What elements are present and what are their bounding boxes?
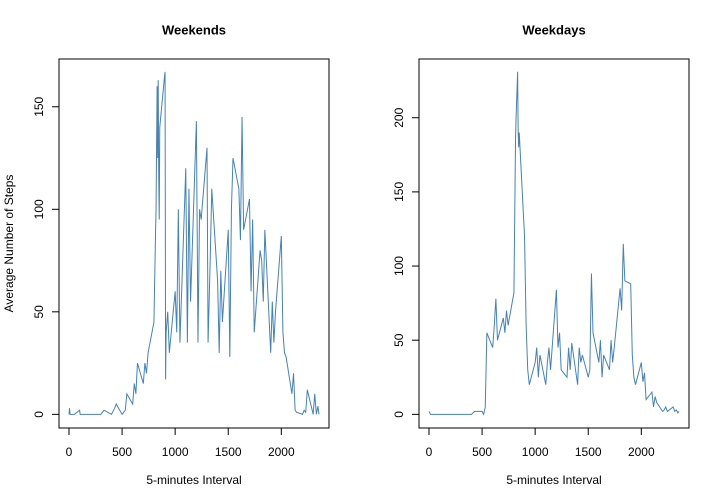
data-line <box>68 71 320 416</box>
y-tick-label: 150 <box>392 182 406 202</box>
y-axis-label: Average Number of Steps <box>2 175 16 313</box>
chart-title: Weekends <box>162 22 226 37</box>
chart-title: Weekdays <box>522 22 585 37</box>
x-tick-label: 1500 <box>215 445 242 459</box>
x-tick-label: 1000 <box>522 445 549 459</box>
x-tick-label: 1000 <box>162 445 189 459</box>
x-axis-label: 5-minutes Interval <box>146 473 241 487</box>
x-tick-label: 0 <box>426 445 433 459</box>
plot-box <box>418 58 690 429</box>
y-tick-label: 50 <box>392 333 406 347</box>
y-tick-label: 0 <box>392 411 406 418</box>
y-tick-label: 0 <box>32 411 46 418</box>
x-tick-label: 2000 <box>628 445 655 459</box>
y-tick-label: 50 <box>32 305 46 319</box>
y-tick-label: 200 <box>392 107 406 127</box>
y-tick-label: 100 <box>392 256 406 276</box>
data-line <box>428 71 680 416</box>
y-tick-label: 150 <box>32 96 46 116</box>
x-axis-label: 5-minutes Interval <box>506 473 601 487</box>
x-tick-label: 500 <box>112 445 132 459</box>
x-tick-label: 1500 <box>575 445 602 459</box>
x-tick-label: 500 <box>472 445 492 459</box>
x-tick-label: 0 <box>66 445 73 459</box>
x-tick-label: 2000 <box>268 445 295 459</box>
y-tick-label: 100 <box>32 199 46 219</box>
